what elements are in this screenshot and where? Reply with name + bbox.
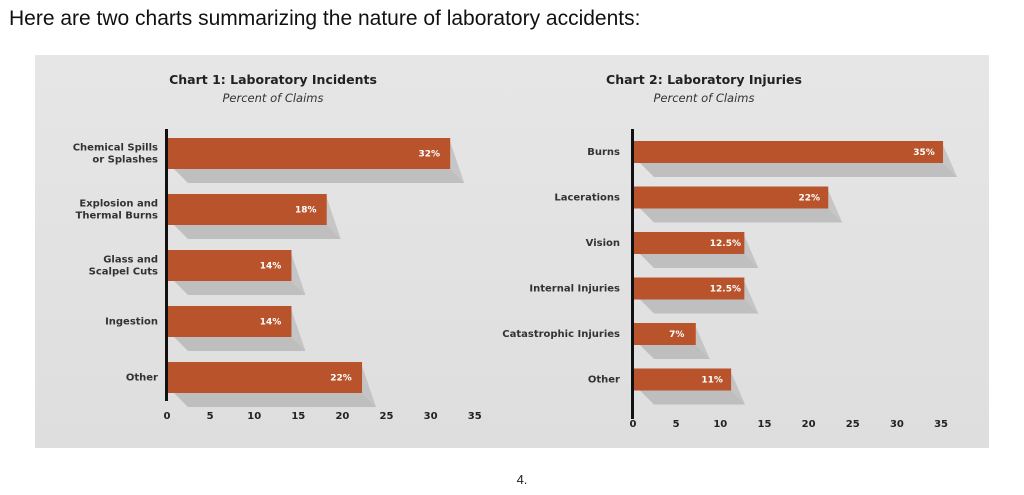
bar-value-label: 11% [701, 376, 723, 386]
bar-injuries-0 [634, 141, 944, 163]
category-label: Chemical Spills [73, 143, 158, 154]
x-tick-label: 10 [713, 419, 727, 430]
x-tick-label: 25 [846, 419, 860, 430]
bar-value-label: 14% [260, 262, 282, 272]
bar-incidents-1 [168, 194, 327, 225]
bar-shadow [640, 299, 759, 314]
page-heading: Here are two charts summarizing the natu… [9, 7, 641, 30]
bar-shadow-side [291, 254, 306, 295]
bar-value-label: 18% [295, 206, 317, 216]
y-axis-line [631, 129, 634, 419]
category-label: Scalpel Cuts [89, 267, 158, 278]
x-tick-label: 30 [424, 411, 438, 422]
bar-value-label: 22% [798, 194, 820, 204]
x-tick-label: 30 [890, 419, 904, 430]
category-label: Internal Injuries [529, 284, 620, 295]
bar-shadow-side [828, 190, 843, 223]
x-tick-label: 0 [630, 419, 637, 430]
x-tick-label: 5 [207, 411, 214, 422]
category-label: Lacerations [554, 193, 620, 204]
bar-shadow [640, 254, 759, 268]
bar-shadow-side [943, 145, 958, 177]
x-tick-label: 20 [802, 419, 816, 430]
bar-shadow-side [326, 198, 341, 239]
bar-incidents-0 [168, 138, 451, 169]
bar-value-label: 7% [669, 330, 684, 340]
bar-shadow-side [695, 327, 710, 359]
category-label: Explosion and [79, 199, 158, 210]
bar-shadow [174, 281, 306, 295]
category-label: Thermal Burns [76, 211, 159, 222]
bar-shadow [174, 225, 341, 239]
bar-injuries-1 [634, 186, 829, 209]
bar-incidents-3 [168, 306, 292, 337]
bar-shadow [640, 208, 843, 223]
bar-shadow-side [450, 142, 465, 183]
category-label: Ingestion [105, 317, 158, 328]
category-label: Other [588, 375, 620, 386]
x-tick-label: 5 [673, 419, 680, 430]
category-label: Catastrophic Injuries [502, 329, 620, 340]
category-label: or Splashes [92, 155, 158, 166]
page-number: 4. [516, 472, 528, 487]
category-label: Burns [587, 147, 620, 158]
bar-shadow [174, 169, 465, 183]
bar-value-label: 12.5% [710, 285, 741, 295]
bar-injuries-4 [634, 323, 696, 345]
x-tick-label: 35 [468, 411, 482, 422]
x-tick-label: 35 [934, 419, 948, 430]
bar-shadow [640, 390, 746, 405]
category-label: Vision [586, 238, 620, 249]
x-tick-label: 25 [380, 411, 394, 422]
bar-injuries-3 [634, 277, 745, 300]
chart-injuries-title: Chart 2: Laboratory Injuries [606, 72, 802, 87]
bar-injuries-2 [634, 232, 745, 254]
bar-shadow-side [744, 281, 759, 314]
x-tick-label: 15 [291, 411, 305, 422]
chart-laboratory-injuries: Chart 2: Laboratory Injuries Percent of C… [502, 72, 958, 430]
bar-shadow-side [362, 366, 377, 407]
chart-incidents-subtitle: Percent of Claims [223, 91, 324, 105]
bar-value-label: 12.5% [710, 239, 741, 249]
x-tick-label: 20 [335, 411, 349, 422]
bar-value-label: 14% [260, 318, 282, 328]
chart-injuries-subtitle: Percent of Claims [654, 91, 755, 105]
chart-laboratory-incidents: Chart 1: Laboratory Incidents Percent of … [73, 72, 482, 422]
bar-value-label: 22% [330, 374, 352, 384]
bar-shadow [640, 163, 958, 177]
bar-injuries-5 [634, 368, 732, 391]
y-axis-line [165, 129, 168, 401]
bar-shadow-side [731, 372, 746, 405]
x-tick-label: 10 [247, 411, 261, 422]
bar-incidents-4 [168, 362, 363, 393]
bar-shadow [640, 345, 710, 359]
category-label: Other [126, 373, 158, 384]
bar-shadow [174, 393, 377, 407]
x-tick-label: 15 [757, 419, 771, 430]
category-label: Glass and [103, 255, 158, 266]
bar-value-label: 32% [418, 150, 440, 160]
chart-incidents-title: Chart 1: Laboratory Incidents [169, 72, 377, 87]
bar-shadow [174, 337, 306, 351]
bar-incidents-2 [168, 250, 292, 281]
bar-shadow-side [744, 236, 759, 268]
x-tick-label: 0 [164, 411, 171, 422]
bar-value-label: 35% [913, 148, 935, 158]
bar-shadow-side [291, 310, 306, 351]
